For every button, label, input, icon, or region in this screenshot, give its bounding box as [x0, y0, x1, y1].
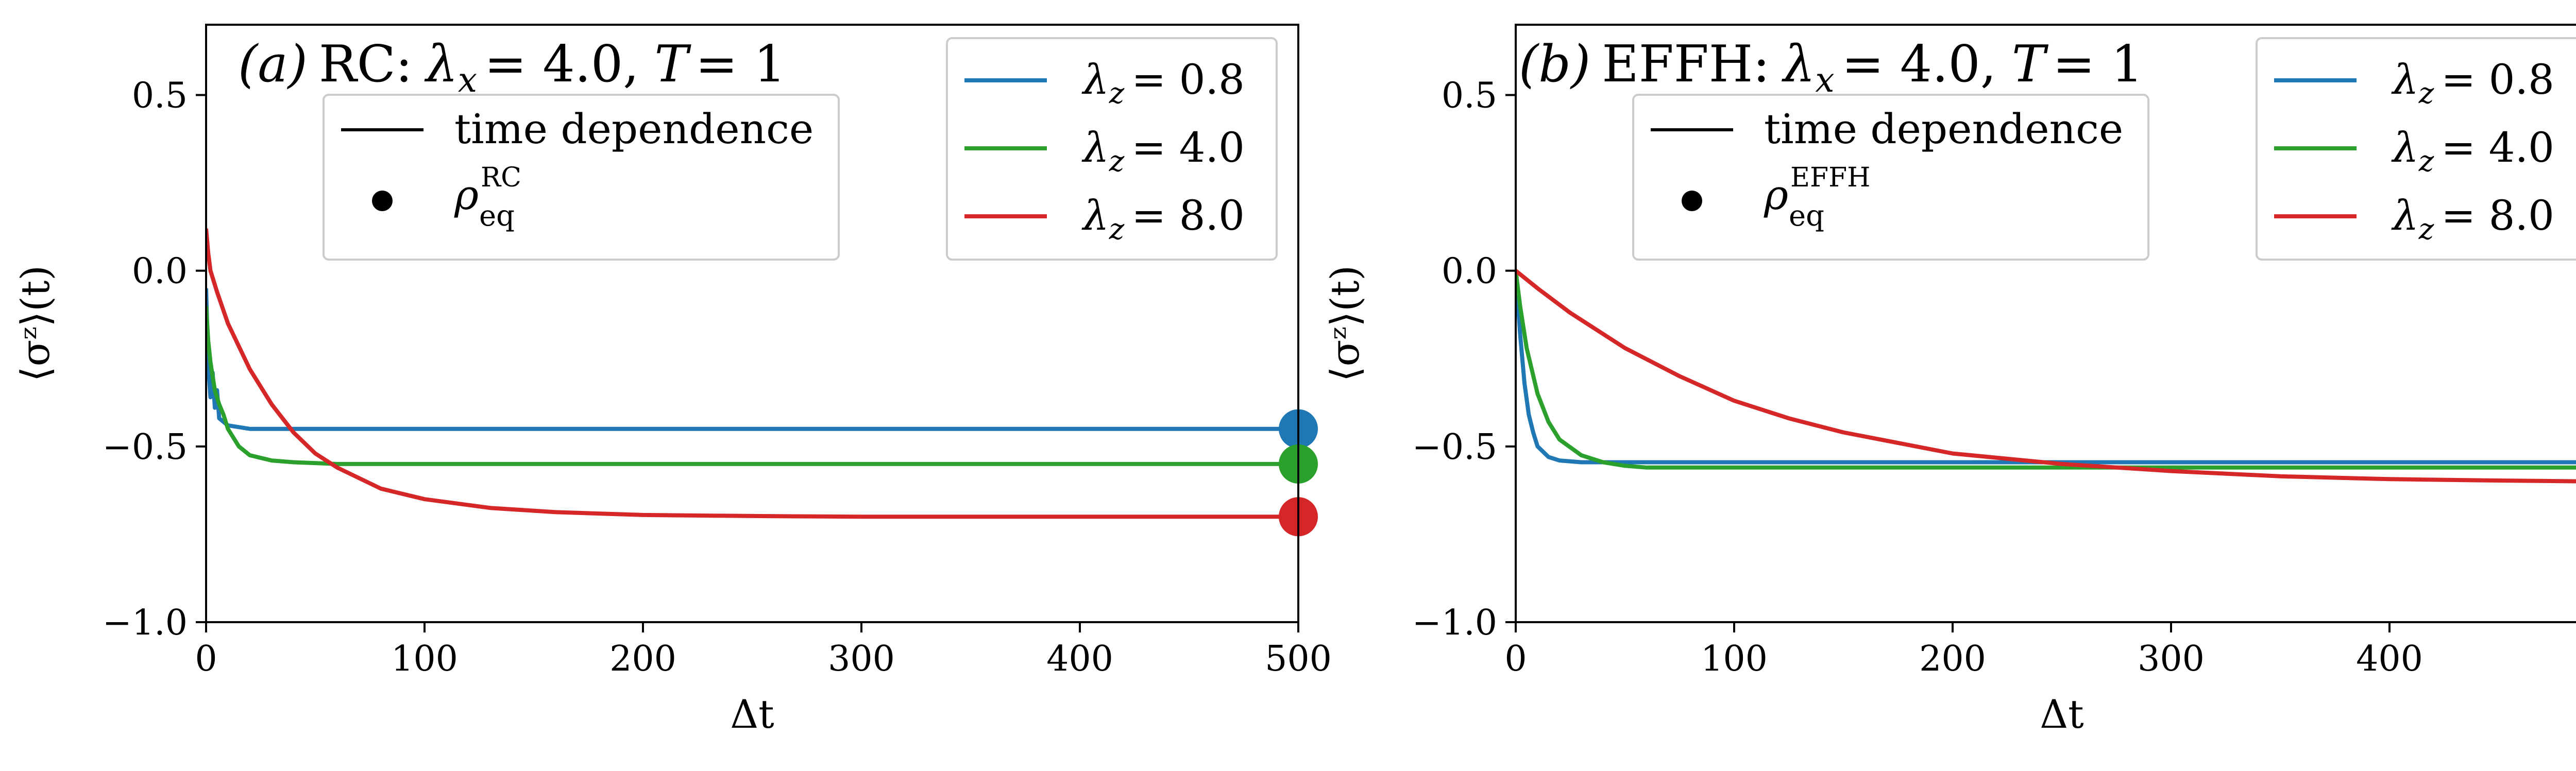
- legend-entry-red: λz = 8.0: [2391, 192, 2554, 246]
- legend-lambda-sub: z: [1109, 145, 1125, 178]
- legend-marker-label: ρRC eq: [454, 162, 521, 233]
- x-tick-label: 400: [1046, 639, 1113, 679]
- plot-frame: [1515, 24, 2576, 623]
- legend-entry-blue: λz = 0.8: [1081, 56, 1245, 110]
- y-tick-label: −1.0: [1412, 603, 1497, 643]
- x-tick-label: 300: [828, 639, 895, 679]
- panel-lambda: λ: [424, 35, 458, 94]
- panel-model: EFFH:: [1602, 35, 1770, 94]
- series-lines: [206, 228, 1298, 519]
- series-line-blue: [1516, 270, 2576, 465]
- x-axis-label: Δt: [730, 691, 774, 737]
- panel-b: 0 100 200 300 400 500 −1.0 −0.5 0.0 0.5 Δt ⟨σᶻ⟩(t) (…: [1322, 24, 2576, 737]
- legend-entry-green: λz = 4.0: [1081, 124, 1245, 178]
- series-line-green: [206, 305, 1298, 466]
- legend-style: time dependence ρEFFH eq: [1632, 94, 2149, 261]
- legend-rho: ρ: [454, 171, 479, 219]
- legend-lambda-value: = 0.8: [1131, 56, 1245, 104]
- legend-rho-sup: RC: [481, 162, 521, 193]
- panel-title: (b) EFFH: λx = 4.0, T = 1: [1519, 35, 2143, 100]
- legend-lambda: λ: [1081, 124, 1109, 172]
- legend-style-box: [1632, 94, 2149, 261]
- y-axis-label: ⟨σᶻ⟩(t): [12, 265, 58, 382]
- panel-title: (a) RC: λx = 4.0, T = 1: [238, 35, 786, 100]
- legend-lambda-value: = 0.8: [2441, 56, 2554, 104]
- legend-lambda: λ: [2391, 56, 2419, 104]
- panel-temperature: T: [2012, 35, 2049, 94]
- x-tick-label: 100: [391, 639, 458, 679]
- panel-label: (b): [1519, 35, 1590, 94]
- panel-model: RC:: [319, 35, 413, 94]
- x-tick-label: 200: [1919, 639, 1986, 679]
- legend-marker-swatch: [1682, 191, 1702, 211]
- y-tick-label: 0.5: [132, 75, 188, 116]
- legend-lambda-sub: z: [1109, 77, 1125, 110]
- legend-style-box: [323, 94, 840, 261]
- legend-rho-sup: EFFH: [1790, 162, 1870, 193]
- x-tick-label: 0: [1504, 639, 1527, 679]
- y-tick-label: 0.0: [132, 251, 188, 292]
- legend-lambda-value: = 8.0: [2441, 192, 2554, 239]
- x-tick-label: 500: [2574, 639, 2576, 679]
- x-tick-label: 400: [2356, 639, 2423, 679]
- x-tick-label: 300: [2138, 639, 2205, 679]
- y-tick-label: −1.0: [103, 603, 188, 643]
- x-axis-label: Δt: [2040, 691, 2083, 737]
- legend-line-label: time dependence: [454, 105, 814, 153]
- y-tick-label: 0.0: [1442, 251, 1497, 292]
- series-lines: [1516, 269, 2576, 484]
- panels: 0 100 200 300 400 500 −1.0 −0.5 0.0 0.5 Δt ⟨σᶻ⟩(t) (…: [12, 24, 2576, 737]
- legend-rho: ρ: [1764, 171, 1788, 219]
- legend-line-label: time dependence: [1764, 105, 2123, 153]
- legend-entry-red: λz = 8.0: [1081, 192, 1245, 246]
- legend-lambda: λ: [2391, 124, 2419, 172]
- legend-entry-blue: λz = 0.8: [2391, 56, 2554, 110]
- legend-series: λz = 0.8λz = 4.0λz = 8.0: [946, 37, 1278, 261]
- legend-lambda-sub: z: [1109, 213, 1125, 246]
- panel-lambda-value: = 4.0,: [1842, 35, 1996, 94]
- legend-rho-sub: eq: [1789, 199, 1824, 233]
- legend-lambda-sub: z: [2418, 213, 2434, 246]
- x-tick-label: 500: [1265, 639, 1332, 679]
- y-tick-label: −0.5: [103, 427, 188, 468]
- legend-lambda: λ: [1081, 192, 1109, 239]
- panel-temperature-value: = 1: [2053, 35, 2143, 94]
- series-line-red: [206, 228, 1298, 519]
- legend-series-box: [2256, 37, 2576, 261]
- legend-lambda-value: = 8.0: [1131, 192, 1245, 239]
- legend-lambda-value: = 4.0: [1131, 124, 1245, 172]
- legend-style: time dependence ρRC eq: [323, 94, 840, 261]
- legend-lambda: λ: [1081, 56, 1109, 104]
- x-tick-label: 0: [195, 639, 217, 679]
- legend-lambda-sub: z: [2418, 145, 2434, 178]
- panel-lambda-sub: x: [1815, 60, 1834, 100]
- legend-marker-label: ρEFFH eq: [1764, 162, 1871, 233]
- panel-label: (a): [238, 35, 308, 94]
- y-axis-label: ⟨σᶻ⟩(t): [1322, 265, 1368, 382]
- panel-lambda: λ: [1781, 35, 1815, 94]
- legend-entry-green: λz = 4.0: [2391, 124, 2554, 178]
- legend-lambda: λ: [2391, 192, 2419, 239]
- y-tick-label: 0.5: [1442, 75, 1497, 116]
- y-tick-label: −0.5: [1412, 427, 1497, 468]
- panel-a: 0 100 200 300 400 500 −1.0 −0.5 0.0 0.5 Δt ⟨σᶻ⟩(t) (…: [12, 24, 1332, 737]
- legend-series-box: [946, 37, 1278, 261]
- series-line-red: [1516, 269, 2576, 484]
- x-tick-label: 100: [1701, 639, 1768, 679]
- legend-marker-swatch: [372, 191, 393, 211]
- series-line-blue: [206, 288, 1298, 431]
- panel-lambda-value: = 4.0,: [484, 35, 639, 94]
- legend-series: λz = 0.8λz = 4.0λz = 8.0: [2256, 37, 2576, 261]
- plot-frame: [205, 24, 1299, 623]
- series-line-green: [1516, 270, 2576, 470]
- x-tick-label: 200: [609, 639, 676, 679]
- legend-lambda-sub: z: [2418, 77, 2434, 110]
- panel-temperature: T: [654, 35, 691, 94]
- legend-lambda-value: = 4.0: [2441, 124, 2554, 172]
- legend-rho-sub: eq: [479, 199, 515, 233]
- panel-lambda-sub: x: [458, 60, 477, 100]
- panel-temperature-value: = 1: [696, 35, 786, 94]
